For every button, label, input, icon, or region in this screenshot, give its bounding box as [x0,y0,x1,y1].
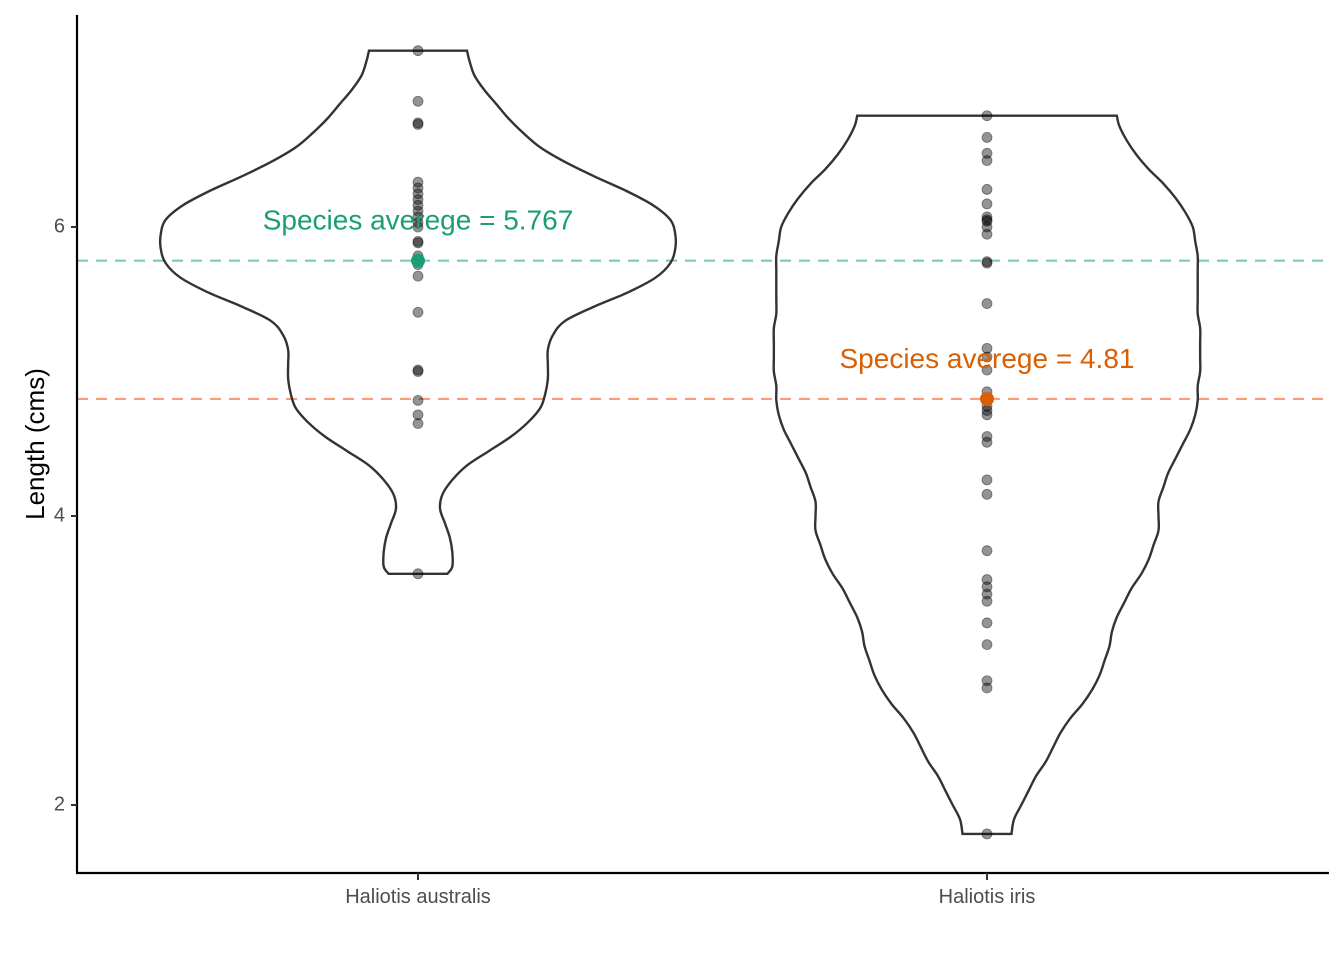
data-point [412,199,424,211]
data-point [412,176,424,188]
data-point [981,228,993,240]
mean-label: Species averege = 4.81 [840,343,1135,374]
data-point [412,188,424,200]
data-point [412,237,424,249]
data-point [981,436,993,448]
data-point [981,545,993,557]
data-point [412,217,424,229]
y-axis-title: Length (cms) [20,368,50,520]
violin-outline [772,114,1202,836]
data-point [981,409,993,421]
data-point [412,366,424,377]
data-point [981,257,993,269]
data-point [981,342,993,354]
data-point [412,194,424,205]
means-layer [411,253,994,406]
data-point [981,147,993,159]
data-point [981,595,993,607]
data-point [412,418,424,429]
data-point [981,256,993,268]
data-point [981,184,993,195]
data-point [412,211,424,223]
y-tick-label: 4 [54,504,65,526]
data-point [981,574,993,585]
x-tick-label: Haliotis iris [939,886,1036,908]
data-point [981,431,993,442]
data-point [981,682,993,694]
x-tick-label: Haliotis australis [345,886,491,908]
mean-lines-layer [77,259,1329,401]
data-point [981,298,993,309]
data-point [412,221,424,233]
violin-outline [158,49,678,575]
data-point [981,828,993,840]
data-point [981,675,993,687]
data-point [412,45,424,57]
data-point [981,364,993,376]
data-point [412,270,424,282]
axes-layer: Length (cms) 2 4 6 Haliotis australis Haliot… [20,15,1329,908]
data-point [412,409,424,421]
data-point [412,236,424,247]
points-layer [412,45,993,840]
data-point [412,119,424,130]
mean-point [980,391,994,406]
mean-labels-layer: Species averege = 5.767 Species averege =… [263,205,1135,374]
data-point [981,617,993,629]
violins-layer [158,49,1202,836]
data-point [412,117,424,129]
data-point [412,306,424,318]
data-point [981,221,993,233]
data-point [981,214,993,226]
mean-point [411,253,425,268]
data-point [981,488,993,500]
data-point [981,639,993,651]
data-point [981,132,993,143]
data-point [412,182,424,194]
y-tick-label: 2 [54,793,65,815]
data-point [981,474,993,486]
mean-label: Species averege = 5.767 [263,205,574,236]
data-point [981,110,993,122]
data-point [412,205,424,217]
data-point [412,394,424,406]
data-point [412,95,424,107]
data-point [981,198,993,210]
data-point [412,364,424,376]
data-point [412,568,424,580]
data-point [981,155,993,166]
data-point [981,215,993,227]
data-point [981,211,993,223]
data-point [981,588,993,600]
y-tick-label: 6 [54,215,65,237]
data-point [981,351,993,363]
data-point [981,581,993,593]
